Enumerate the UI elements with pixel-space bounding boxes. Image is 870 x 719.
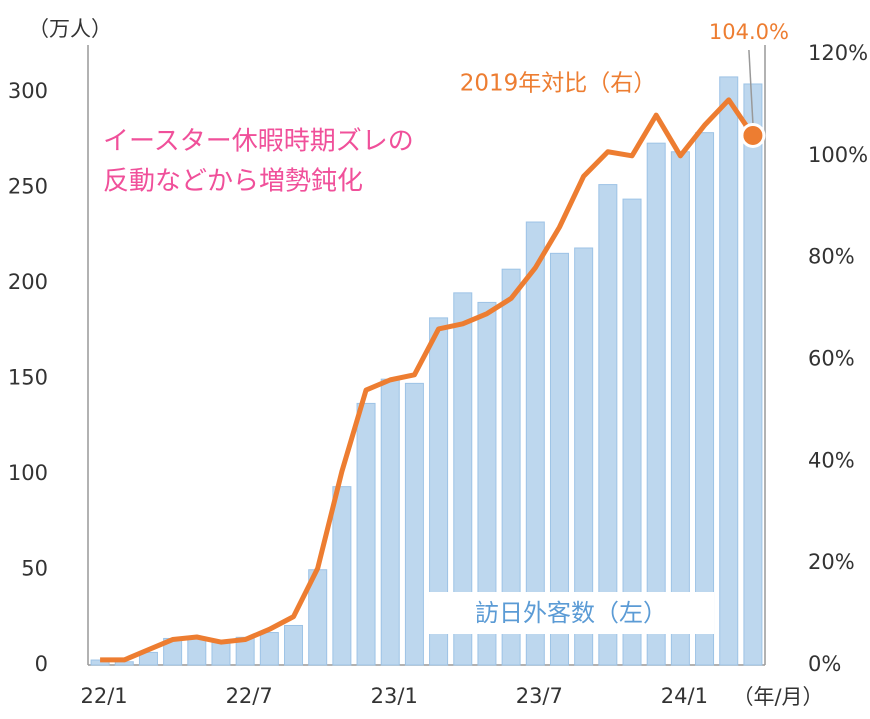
bar [477, 301, 497, 666]
y-tick-label: 150 [8, 366, 48, 390]
bar [187, 636, 207, 666]
y2-tick-label: 0% [808, 652, 841, 676]
annotation: 反動などから増勢鈍化 [103, 167, 363, 197]
y-tick-label: 300 [8, 79, 48, 103]
bar [429, 317, 449, 666]
bar [743, 83, 763, 666]
bar [525, 221, 545, 666]
line [100, 97, 755, 663]
x-unit-label: （年/月） [732, 685, 823, 709]
bar [356, 402, 376, 666]
y-tick-label: 100 [8, 461, 48, 485]
point [740, 122, 766, 148]
x-tick-label: 23/1 [371, 684, 418, 708]
y-tick-label: 250 [8, 175, 48, 199]
x-tick-label: 22/1 [81, 684, 128, 708]
bar [453, 292, 473, 666]
leader-line [748, 49, 754, 124]
bar [259, 632, 279, 666]
bar [574, 247, 594, 666]
bar [719, 76, 739, 666]
y2-tick-label: 100% [808, 143, 868, 167]
bar [670, 151, 690, 666]
x-tick-label: 22/7 [226, 684, 273, 708]
bar [549, 252, 569, 666]
bar [695, 132, 715, 666]
bar [598, 184, 618, 666]
bar [404, 382, 424, 666]
y2-tick-label: 120% [808, 41, 868, 65]
bar [622, 198, 642, 666]
y-unit-label: （万人） [28, 17, 112, 41]
legend-label: 2019年対比（右） [460, 71, 657, 97]
y2-tick-label: 80% [808, 245, 855, 269]
y2-tick-label: 60% [808, 347, 855, 371]
bar [501, 268, 521, 666]
y-tick-label: 200 [8, 270, 48, 294]
y-tick-label: 50 [21, 557, 48, 581]
bar [332, 486, 352, 666]
y2-tick-label: 20% [808, 550, 855, 574]
annotation: イースター休暇時期ズレの [103, 127, 414, 157]
legend-box [428, 592, 714, 634]
bar [211, 641, 231, 666]
legend-label: 訪日外客数（左） [475, 599, 667, 627]
bar [284, 624, 304, 666]
x-tick-label: 24/1 [661, 684, 708, 708]
y2-tick-label: 40% [808, 448, 855, 472]
value-label: 104.0% [709, 20, 789, 44]
bar [646, 142, 666, 666]
x-tick-label: 23/7 [516, 684, 563, 708]
y-tick-label: 0 [35, 652, 48, 676]
bar [380, 378, 400, 666]
